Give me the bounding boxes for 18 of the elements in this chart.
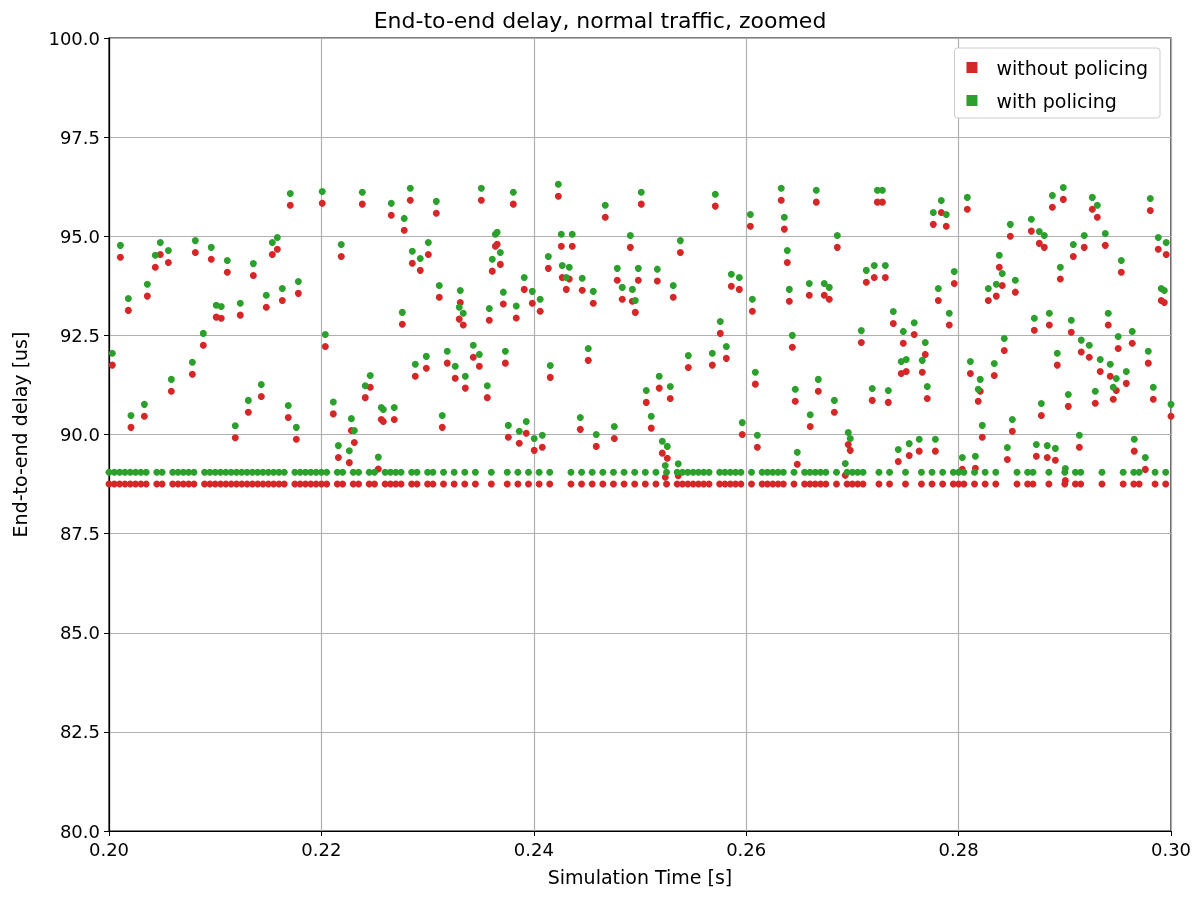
y-tick-label: 92.5	[59, 324, 100, 346]
y-tick-label: 90.0	[59, 424, 100, 445]
y-tick-label: 95.0	[59, 225, 100, 247]
x-axis-title: Simulation Time [s]	[547, 865, 733, 888]
x-tick-label: 0.22	[301, 838, 342, 860]
y-tick-label: 82.5	[59, 721, 100, 743]
y-tick-label: 97.5	[59, 126, 100, 148]
chart-title: End-to-end delay, normal traffic, zoomed	[373, 7, 827, 33]
x-tick-label: 0.28	[938, 838, 979, 860]
y-tick-label: 87.5	[59, 523, 100, 545]
y-tick-label: 85.0	[59, 622, 100, 644]
legend-label: without policing	[996, 56, 1149, 79]
x-tick-label: 0.24	[513, 838, 554, 860]
y-axis-title: End-to-end delay [us]	[8, 331, 31, 538]
y-tick-label: 100.0	[48, 27, 100, 49]
x-tick-label: 0.30	[1150, 838, 1192, 860]
legend-label: with policing	[996, 89, 1117, 112]
x-tick-label: 0.26	[726, 838, 767, 860]
